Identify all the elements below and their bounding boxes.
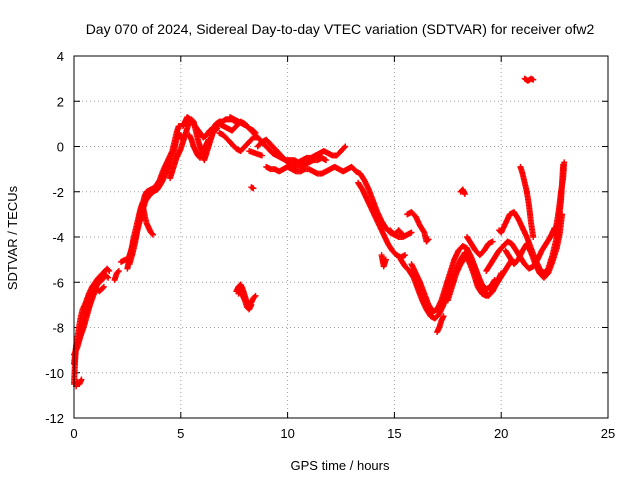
data-point	[530, 76, 537, 83]
data-point	[258, 152, 265, 159]
x-tick-label: 5	[177, 426, 184, 441]
data-point	[440, 313, 447, 320]
y-tick-label: -6	[52, 275, 64, 290]
y-tick-label: -4	[52, 230, 64, 245]
data-point	[251, 293, 258, 300]
data-point	[497, 228, 504, 235]
data-point	[105, 266, 112, 273]
data-point	[150, 231, 157, 238]
data-point	[402, 252, 409, 259]
plot-frame	[73, 55, 609, 419]
data-point	[115, 267, 122, 274]
x-tick-label: 0	[70, 426, 77, 441]
x-axis-label: GPS time / hours	[291, 458, 390, 473]
data-point	[205, 136, 212, 143]
data-point	[498, 229, 505, 236]
y-tick-label: -8	[52, 321, 64, 336]
data-point	[341, 144, 348, 151]
data-point	[250, 185, 257, 192]
data-point	[461, 191, 468, 198]
y-tick-label: -10	[45, 366, 64, 381]
data-point	[561, 159, 568, 166]
data-point	[148, 230, 155, 237]
y-axis-label: SDTVAR / TECUs	[5, 185, 20, 290]
grid-layer	[74, 56, 608, 418]
data-point	[398, 230, 405, 237]
data-point	[78, 376, 85, 383]
data-point	[399, 231, 406, 238]
data-point	[248, 301, 255, 308]
y-tick-label: 2	[57, 94, 64, 109]
x-tick-label: 20	[494, 426, 508, 441]
data-point	[104, 273, 111, 280]
data-point	[342, 143, 349, 150]
y-tick-label: 0	[57, 140, 64, 155]
y-tick-label: -2	[52, 185, 64, 200]
y-tick-label: -12	[45, 411, 64, 426]
data-point	[530, 234, 537, 240]
data-point	[100, 283, 107, 290]
data-point	[424, 237, 431, 244]
data-point	[425, 236, 432, 243]
x-tick-label: 10	[280, 426, 294, 441]
y-tick-label: 4	[57, 49, 64, 64]
data-point	[382, 256, 389, 263]
data-layer	[71, 75, 568, 390]
data-point	[408, 229, 415, 236]
data-point	[105, 274, 112, 281]
chart-title: Day 070 of 2024, Sidereal Day-to-day VTE…	[86, 21, 595, 37]
data-point	[323, 157, 330, 164]
axis-layer: 0 5 10 15 20 25 -12 -10 -8 -6 -4 -2 0 2 4	[45, 49, 615, 441]
x-tick-label: 15	[387, 426, 401, 441]
data-point	[252, 292, 259, 299]
data-point	[106, 267, 113, 274]
data-point	[489, 238, 496, 245]
data-point	[114, 269, 121, 276]
x-tick-label: 25	[601, 426, 615, 441]
data-point	[99, 284, 106, 291]
